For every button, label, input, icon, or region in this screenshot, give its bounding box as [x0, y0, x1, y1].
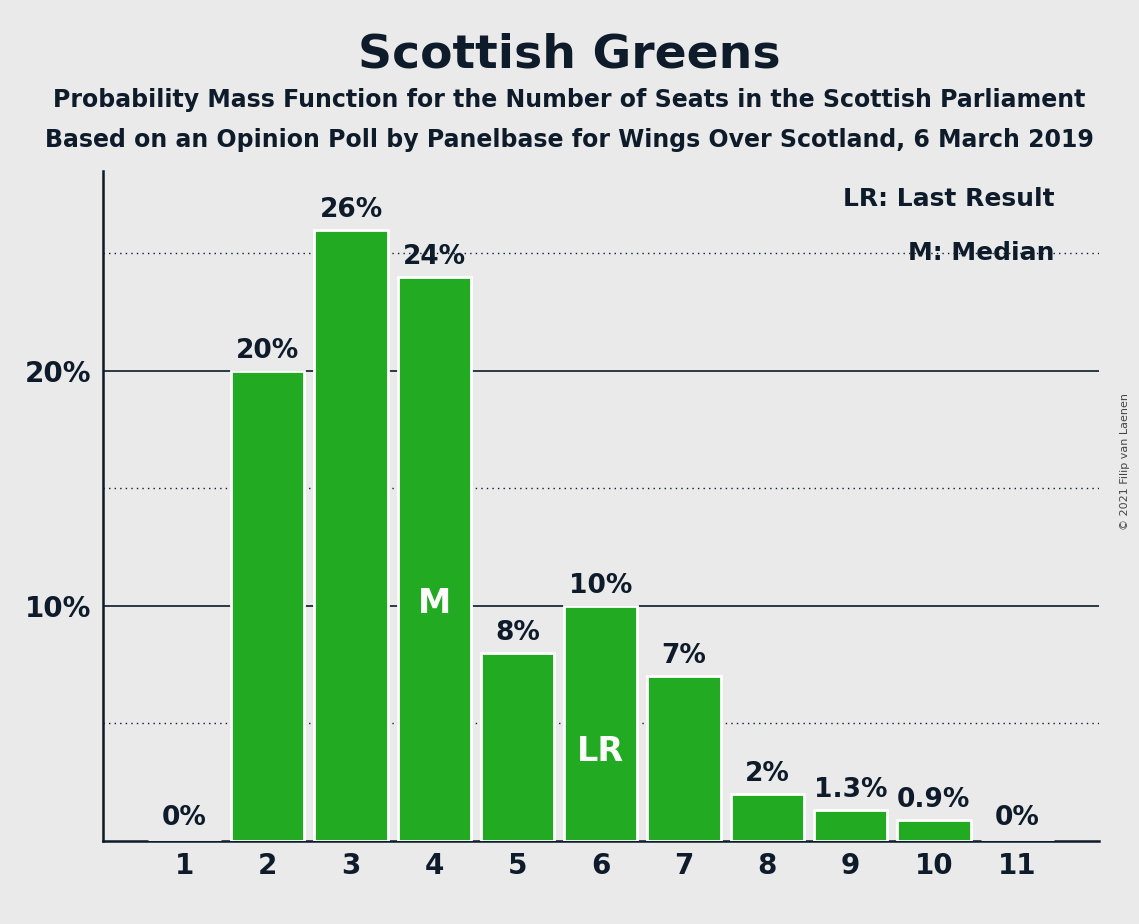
Bar — [314, 230, 387, 841]
Text: 20%: 20% — [236, 337, 300, 364]
Text: 8%: 8% — [495, 620, 540, 646]
Bar — [564, 606, 638, 841]
Text: LR: LR — [577, 735, 624, 768]
Bar — [231, 371, 304, 841]
Text: 1.3%: 1.3% — [814, 777, 887, 803]
Text: 0.9%: 0.9% — [898, 786, 970, 812]
Bar — [731, 794, 804, 841]
Text: 2%: 2% — [745, 760, 789, 786]
Text: 0%: 0% — [162, 806, 207, 832]
Text: Scottish Greens: Scottish Greens — [358, 32, 781, 78]
Text: M: M — [418, 588, 451, 620]
Bar — [481, 652, 555, 841]
Text: © 2021 Filip van Laenen: © 2021 Filip van Laenen — [1121, 394, 1130, 530]
Text: 24%: 24% — [403, 244, 466, 270]
Bar — [898, 820, 970, 841]
Text: 0%: 0% — [994, 806, 1040, 832]
Bar — [647, 676, 721, 841]
Bar — [398, 276, 470, 841]
Text: 26%: 26% — [319, 197, 383, 223]
Text: M: Median: M: Median — [908, 241, 1055, 265]
Text: 7%: 7% — [662, 643, 706, 669]
Text: LR: Last Result: LR: Last Result — [843, 188, 1055, 212]
Text: Based on an Opinion Poll by Panelbase for Wings Over Scotland, 6 March 2019: Based on an Opinion Poll by Panelbase fo… — [46, 128, 1093, 152]
Text: 10%: 10% — [570, 573, 632, 599]
Text: Probability Mass Function for the Number of Seats in the Scottish Parliament: Probability Mass Function for the Number… — [54, 88, 1085, 112]
Bar — [814, 810, 887, 841]
